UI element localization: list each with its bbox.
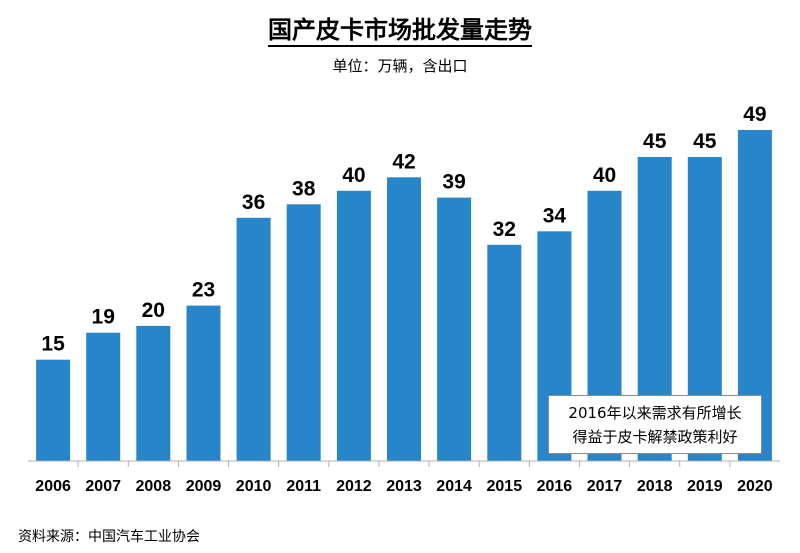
x-tick-label-2018: 2018 [637, 478, 673, 495]
value-label-2012: 40 [342, 164, 365, 187]
x-tick-label-2016: 2016 [537, 478, 573, 495]
x-tick-labels-group: 2006 2007 2008 2009 2010 2011 2012 2013 2014 2015… [35, 478, 772, 495]
value-label-2008: 20 [142, 299, 165, 322]
value-label-2007: 19 [92, 306, 115, 329]
x-tick-label-2014: 2014 [436, 478, 472, 495]
x-tick-label-2020: 2020 [737, 478, 773, 495]
bar-2010 [236, 217, 271, 461]
value-label-2018: 45 [643, 130, 667, 153]
x-tick-label-2010: 2010 [236, 478, 272, 495]
bar-2015 [487, 244, 522, 461]
x-tick-label-2013: 2013 [386, 478, 422, 495]
x-tick-label-2012: 2012 [336, 478, 372, 495]
x-tick-label-2009: 2009 [186, 478, 222, 495]
value-label-2019: 45 [693, 130, 717, 153]
chart-subtitle: 单位：万辆，含出口 [332, 57, 468, 75]
x-tick-label-2008: 2008 [136, 478, 172, 495]
bars-group [36, 130, 772, 462]
bar-2011 [286, 204, 321, 462]
x-tick-label-2019: 2019 [687, 478, 723, 495]
source-note: 资料来源：中国汽车工业协会 [18, 529, 200, 545]
bar-2009 [186, 305, 221, 461]
annotation-box: 2016年以来需求有所增长 得益于皮卡解禁政策利好 [548, 395, 762, 454]
value-label-2015: 32 [493, 218, 516, 241]
annotation-line-1: 2016年以来需求有所增长 [568, 404, 742, 422]
annotation-line-2: 得益于皮卡解禁政策利好 [572, 428, 738, 446]
x-tick-label-2017: 2017 [587, 478, 623, 495]
value-label-2013: 42 [392, 150, 415, 173]
value-labels-group: 15 19 20 23 36 38 40 42 39 32 34 40 45 45 49 [41, 103, 766, 356]
value-label-2006: 15 [41, 333, 65, 356]
chart-title: 国产皮卡市场批发量走势 [0, 10, 800, 47]
bar-2012 [336, 190, 371, 462]
bar-2006 [36, 359, 71, 461]
bar-2013 [387, 177, 421, 462]
value-label-2020: 49 [743, 103, 766, 126]
x-tick-label-2006: 2006 [35, 478, 71, 495]
x-ticks-group [77, 461, 731, 467]
value-label-2014: 39 [442, 171, 465, 194]
x-tick-label-2015: 2015 [487, 478, 523, 495]
value-label-2016: 34 [543, 204, 567, 227]
value-label-2010: 36 [242, 191, 265, 214]
value-label-2011: 38 [292, 177, 316, 200]
bar-2007 [86, 332, 121, 461]
x-tick-label-2011: 2011 [286, 478, 321, 495]
value-label-2017: 40 [593, 164, 616, 187]
bar-2014 [437, 197, 472, 461]
x-tick-label-2007: 2007 [85, 478, 121, 495]
value-label-2009: 23 [192, 279, 215, 302]
bar-2008 [136, 325, 171, 461]
